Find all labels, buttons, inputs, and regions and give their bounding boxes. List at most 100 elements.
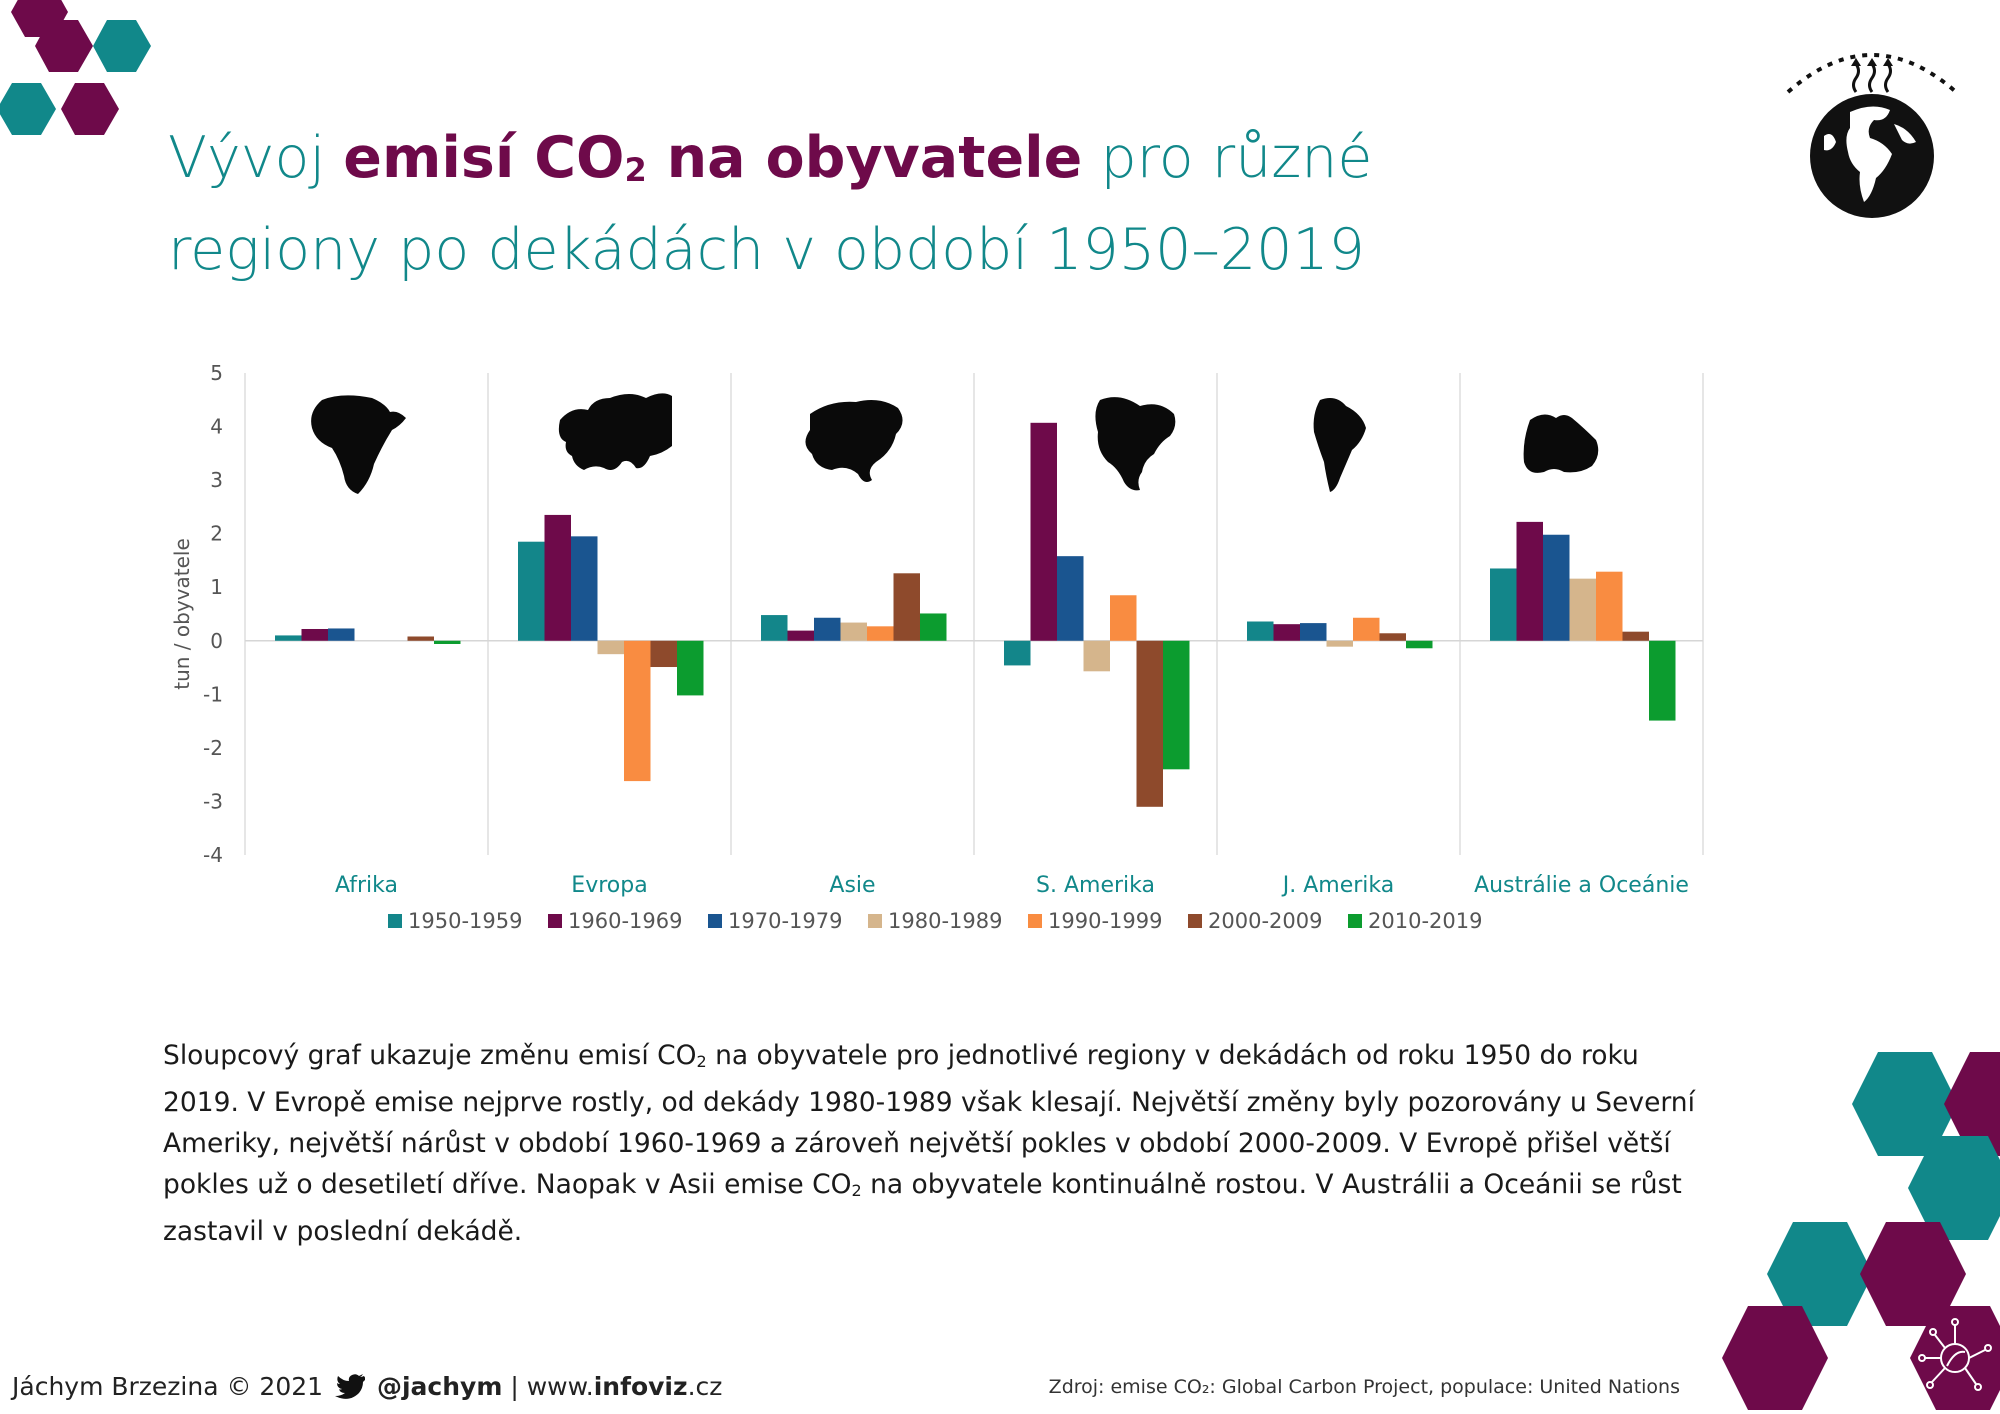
y-tick-label: 0 (210, 629, 223, 653)
title-highlight-main: emisí CO (343, 125, 625, 191)
y-tick-label: -3 (203, 789, 223, 813)
bar (1353, 617, 1380, 641)
category-label: Afrika (335, 873, 398, 898)
category-label: Asie (829, 873, 875, 898)
bar (597, 640, 624, 655)
bar (1273, 624, 1300, 641)
author-credit: Jáchym Brzezina © 2021 (12, 1372, 324, 1401)
bar (1083, 640, 1110, 672)
title-part1: Vývoj (168, 125, 344, 191)
y-tick-label: 5 (210, 361, 223, 385)
description-text-3: na obyvatele kontinuálně rostou. V Austr… (163, 1169, 1682, 1247)
y-tick-label: 3 (210, 468, 223, 492)
y-tick-label: -4 (203, 843, 223, 867)
category-label: Austrálie a Oceánie (1474, 873, 1689, 898)
bar (1622, 631, 1649, 641)
asia-silhouette (805, 400, 903, 482)
bar (1649, 640, 1676, 721)
bar (1516, 521, 1543, 641)
bar (893, 573, 920, 641)
legend-label: 1980-1989 (888, 909, 1002, 933)
legend-label: 1970-1979 (728, 909, 842, 933)
title-highlight-rest: na obyvatele (646, 125, 1083, 191)
y-tick-label: 4 (210, 415, 223, 439)
legend-swatch (1188, 914, 1202, 928)
australia-oceania-silhouette (1523, 414, 1599, 473)
y-tick-label: -2 (203, 736, 223, 760)
y-tick-label: 1 (210, 575, 223, 599)
legend-swatch (548, 914, 562, 928)
europe-silhouette (558, 393, 672, 470)
category-label: S. Amerika (1036, 873, 1155, 898)
twitter-bird-icon (335, 1374, 366, 1399)
bar (518, 541, 545, 641)
bar (1030, 422, 1057, 641)
category-label: J. Amerika (1281, 873, 1394, 898)
footer-credits: Jáchym Brzezina © 2021 @jachym | www.inf… (12, 1372, 722, 1401)
legend-label: 2010-2019 (1368, 909, 1482, 933)
south-america-silhouette (1313, 398, 1366, 492)
africa-silhouette (311, 395, 406, 494)
legend-swatch (868, 914, 882, 928)
source-note: Zdroj: emise CO₂: Global Carbon Project,… (1048, 1376, 1680, 1398)
bar (1379, 633, 1406, 641)
category-label: Evropa (571, 873, 647, 898)
globe-warming-icon (1786, 53, 1958, 218)
legend-swatch (708, 914, 722, 928)
legend-swatch (1028, 914, 1042, 928)
page-title: Vývoj emisí CO2 na obyvatele pro různé re… (168, 118, 1418, 290)
bar (840, 622, 867, 641)
title-part2: pro různé (1082, 125, 1373, 191)
bar (1490, 568, 1517, 641)
bar (624, 640, 651, 782)
bar (1110, 595, 1137, 641)
title-line2: regiony po dekádách v období 1950–2019 (168, 217, 1365, 283)
bar (275, 635, 302, 641)
description-text-1: Sloupcový graf ukazuje změnu emisí CO (163, 1040, 697, 1071)
bar (1543, 534, 1570, 641)
website-suffix: .cz (687, 1372, 723, 1401)
bar (1247, 621, 1274, 641)
title-highlight: emisí CO2 na obyvatele (343, 125, 1082, 191)
bar (544, 514, 571, 641)
bar (1163, 640, 1190, 770)
bar (1596, 571, 1623, 641)
bar (677, 640, 704, 696)
y-axis-label: tun / obyvatele (170, 538, 194, 690)
footer-separator: | (510, 1372, 519, 1401)
bar (787, 630, 814, 641)
twitter-handle-link[interactable]: @jachym (376, 1372, 503, 1401)
chart-description: Sloupcový graf ukazuje změnu emisí CO2 n… (163, 1035, 1723, 1252)
bar (571, 536, 598, 641)
website-name: infoviz (593, 1372, 688, 1401)
description-subscript-2: 2 (851, 1181, 862, 1200)
bar (1136, 640, 1163, 807)
bar (1569, 578, 1596, 641)
bar (867, 626, 894, 641)
bar (1300, 623, 1327, 641)
bar (920, 613, 947, 641)
legend-label: 1990-1999 (1048, 909, 1162, 933)
bar (814, 617, 841, 641)
title-highlight-subscript: 2 (624, 151, 647, 189)
bar (1326, 640, 1353, 647)
bar (1004, 640, 1031, 666)
description-text-2: na obyvatele pro jednotlivé regiony v de… (163, 1040, 1695, 1200)
y-tick-label: 2 (210, 522, 223, 546)
bar (650, 640, 677, 668)
website-prefix: www. (526, 1372, 594, 1401)
legend-label: 2000-2009 (1208, 909, 1322, 933)
bar (761, 615, 788, 641)
legend-swatch (388, 914, 402, 928)
legend-swatch (1348, 914, 1362, 928)
description-subscript-1: 2 (696, 1052, 707, 1071)
bar (301, 628, 328, 641)
bar (434, 640, 461, 644)
bar (1406, 640, 1433, 649)
legend-label: 1950-1959 (408, 909, 522, 933)
north-america-silhouette (1095, 397, 1176, 491)
bar (407, 636, 434, 641)
legend-label: 1960-1969 (568, 909, 682, 933)
website-link[interactable]: www.infoviz.cz (527, 1372, 723, 1401)
